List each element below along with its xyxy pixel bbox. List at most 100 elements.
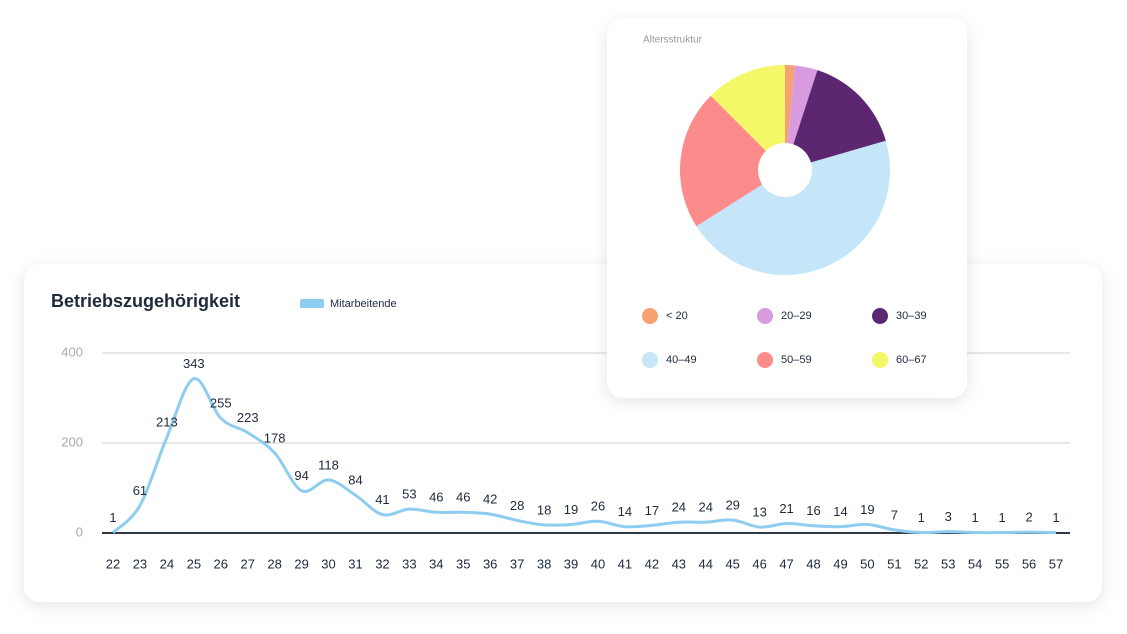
data-label: 1 [1052, 510, 1059, 525]
legend-swatch [300, 299, 324, 308]
x-tick-label: 49 [833, 556, 847, 571]
data-label: 7 [891, 507, 898, 522]
x-tick-label: 23 [133, 556, 147, 571]
x-tick-label: 55 [995, 556, 1009, 571]
x-tick-label: 48 [806, 556, 820, 571]
pie-slice [787, 65, 818, 145]
legend-marker [757, 352, 773, 368]
legend-label: < 20 [666, 310, 688, 322]
data-label: 42 [483, 492, 497, 507]
data-label: 223 [237, 410, 259, 425]
data-label: 24 [699, 500, 713, 515]
x-tick-label: 37 [510, 556, 524, 571]
x-tick-label: 50 [860, 556, 874, 571]
pie-card: Altersstruktur < 20 20–29 30–39 40–49 50–59 6… [607, 18, 967, 398]
x-tick-label: 53 [941, 556, 955, 571]
x-tick-label: 32 [375, 556, 389, 571]
legend-label: 50–59 [781, 354, 812, 366]
y-tick-label: 400 [61, 344, 83, 359]
legend-marker [872, 308, 888, 324]
pie-slice [680, 95, 766, 227]
data-label: 16 [806, 503, 820, 518]
data-label: 213 [156, 415, 178, 430]
x-tick-label: 27 [240, 556, 254, 571]
x-tick-label: 52 [914, 556, 928, 571]
legend-label: Mitarbeitende [330, 298, 397, 310]
x-tick-label: 56 [1022, 556, 1036, 571]
x-tick-label: 29 [294, 556, 308, 571]
data-label: 1 [109, 510, 116, 525]
data-label: 343 [183, 356, 205, 371]
data-label: 29 [725, 497, 739, 512]
x-tick-label: 28 [267, 556, 281, 571]
data-label: 255 [210, 396, 232, 411]
pie-slice [785, 65, 795, 144]
legend-label: 30–39 [896, 310, 927, 322]
chart-title: Betriebszugehörigkeit [51, 291, 240, 311]
data-label: 14 [618, 504, 632, 519]
data-label: 24 [672, 500, 686, 515]
x-tick-label: 38 [537, 556, 551, 571]
x-tick-label: 31 [348, 556, 362, 571]
data-label: 46 [456, 490, 470, 505]
line [111, 377, 1057, 535]
y-tick-label: 200 [61, 434, 83, 449]
x-tick-label: 45 [725, 556, 739, 571]
data-label: 46 [429, 490, 443, 505]
x-tick-label: 22 [106, 556, 120, 571]
data-label: 118 [318, 457, 339, 472]
x-tick-label: 30 [321, 556, 335, 571]
x-tick-label: 42 [645, 556, 659, 571]
data-label: 53 [402, 487, 416, 502]
x-tick-label: 36 [483, 556, 497, 571]
data-label: 28 [510, 498, 524, 513]
x-tick-label: 46 [752, 556, 766, 571]
data-label: 17 [645, 503, 659, 518]
pie-slice [710, 65, 785, 151]
chart-title: Altersstruktur [643, 35, 703, 46]
x-tick-label: 39 [564, 556, 578, 571]
data-label: 3 [945, 509, 952, 524]
x-tick-label: 57 [1049, 556, 1063, 571]
x-tick-label: 44 [699, 556, 713, 571]
x-tick-label: 24 [160, 556, 174, 571]
x-tick-label: 25 [187, 556, 201, 571]
pie-slice [696, 140, 890, 275]
x-tick-label: 43 [672, 556, 686, 571]
legend-marker [757, 308, 773, 324]
data-label: 18 [537, 502, 551, 517]
legend-label: 20–29 [781, 310, 812, 322]
x-tick-label: 26 [214, 556, 228, 571]
data-label: 84 [348, 473, 362, 488]
data-label: 26 [591, 499, 605, 514]
x-tick-label: 51 [887, 556, 901, 571]
data-label: 19 [564, 502, 578, 517]
data-label: 1 [998, 510, 1005, 525]
legend-label: 60–67 [896, 354, 927, 366]
legend-label: 40–49 [666, 354, 697, 366]
legend-marker [642, 352, 658, 368]
data-label: 1 [918, 510, 925, 525]
data-label: 94 [294, 468, 308, 483]
data-label: 21 [779, 501, 793, 516]
data-label: 1 [972, 510, 979, 525]
x-tick-label: 35 [456, 556, 470, 571]
data-label: 13 [752, 505, 766, 520]
data-label: 61 [133, 483, 147, 498]
x-tick-label: 34 [429, 556, 443, 571]
data-label: 41 [375, 492, 389, 507]
x-tick-label: 54 [968, 556, 982, 571]
x-tick-label: 40 [591, 556, 605, 571]
x-tick-label: 33 [402, 556, 416, 571]
legend-marker [872, 352, 888, 368]
data-label: 178 [264, 430, 286, 445]
pie-slice [793, 70, 886, 163]
x-tick-label: 47 [779, 556, 793, 571]
data-label: 2 [1025, 510, 1032, 525]
legend-marker [642, 308, 658, 324]
x-tick-label: 41 [618, 556, 632, 571]
y-tick-label: 0 [76, 524, 83, 539]
data-label: 14 [833, 504, 847, 519]
data-label: 19 [860, 502, 874, 517]
